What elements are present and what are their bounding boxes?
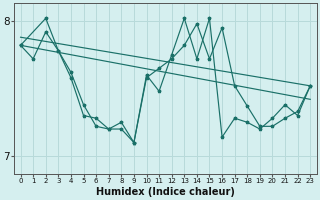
X-axis label: Humidex (Indice chaleur): Humidex (Indice chaleur) [96,187,235,197]
